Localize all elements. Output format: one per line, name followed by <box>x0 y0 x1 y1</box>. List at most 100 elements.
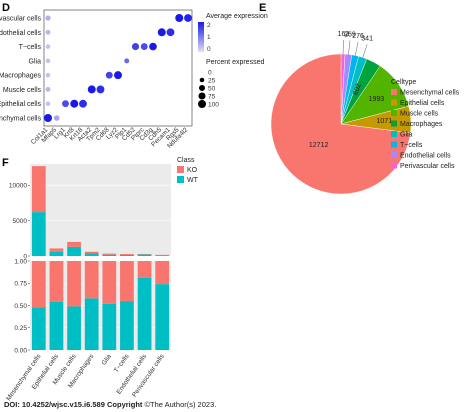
pie-legend-label: Glia <box>400 132 413 139</box>
pie-legend-label: Muscle cells <box>400 111 439 118</box>
dotplot-point <box>53 115 60 121</box>
dotplot-frame <box>43 9 193 127</box>
dotplot-point <box>45 29 51 35</box>
prop-panel-tick-label: 0.75 <box>14 281 27 288</box>
counts-panel-bar-ko <box>102 253 117 255</box>
prop-panel-bar-ko <box>31 261 46 308</box>
dotplot-row-label: Endothelial cells <box>0 30 41 37</box>
pie-value-label: 162 <box>338 31 350 38</box>
doi-text: DOI: 10.4252/wjsc.v15.i6.589 <box>4 400 105 409</box>
pie-legend-title: Celltype <box>391 79 416 86</box>
dotplot-point <box>45 44 51 49</box>
dotplot-point <box>105 71 113 79</box>
pie-legend-label: Macrophages <box>400 121 443 128</box>
pie-legend-swatch <box>391 99 397 106</box>
dotplot-row-label: Epithelial cells <box>0 101 41 108</box>
prop-panel-bar-ko <box>120 261 134 302</box>
pie-legend-label: Mesenchymal cells <box>400 90 460 97</box>
prop-panel-bar-wt <box>137 277 152 350</box>
dotplot-expr-tick: 2 <box>207 22 211 29</box>
counts-panel-tick-label: 5000 <box>13 218 28 225</box>
figure-footer: DOI: 10.4252/wjsc.v15.i6.589 Copyright ©… <box>4 400 216 409</box>
pie-legend-swatch <box>391 110 397 116</box>
dotplot-point <box>175 14 184 22</box>
counts-panel-background <box>30 164 171 256</box>
dotplot-point <box>45 86 51 92</box>
dotplot-point <box>45 15 51 21</box>
copyright-owner: ©The Author(s) 2023. <box>144 400 217 409</box>
dotplot-point <box>70 99 79 108</box>
counts-panel-bar-ko <box>67 241 81 247</box>
pie-legend-label: Endothelial cells <box>400 153 451 160</box>
bar-legend-title: Class <box>177 157 195 164</box>
prop-panel-bar-ko <box>155 261 170 285</box>
pie-legend-swatch <box>391 162 397 169</box>
prop-panel-tick-label: 1.00 <box>14 258 27 265</box>
dotplot-pct-legend-label: 100 <box>208 101 219 108</box>
dotplot-pct-legend-label: 25 <box>208 77 216 84</box>
dotplot-pct-legend-dot <box>198 84 206 92</box>
dotplot-pct-legend-title: Percent expressed <box>206 59 264 66</box>
dotplot-pct-legend-dot <box>201 71 203 73</box>
dotplot-pct-legend-label: 75 <box>208 93 216 100</box>
pie-legend-swatch <box>391 141 397 148</box>
dotplot-row-label: Mesenchymal cells <box>0 116 41 123</box>
pie-value-label: 12712 <box>309 142 329 149</box>
bar-category-label: Glia <box>101 353 114 367</box>
counts-panel-bar-wt <box>49 251 64 256</box>
prop-panel-tick-label: 0.50 <box>14 303 27 310</box>
dotplot-expr-tick: 1 <box>207 34 211 41</box>
pie-value-label: 269 <box>344 32 356 39</box>
prop-panel-bar-wt <box>84 298 99 350</box>
counts-panel-bar-ko <box>120 254 134 255</box>
panel-letter-d: D <box>2 2 10 14</box>
bar-legend-label: WT <box>187 177 199 184</box>
pie-value-label: 602 <box>352 83 363 96</box>
pie-legend-label: T−cells <box>400 142 423 149</box>
bar-category-label: T−cells <box>113 353 131 375</box>
counts-panel-tick-label: 0 <box>23 253 27 260</box>
pie-value-label: 1071 <box>377 118 393 125</box>
dotplot-point <box>184 14 192 22</box>
bar-legend-swatch-wt <box>177 176 184 183</box>
prop-panel-bar-wt <box>31 307 46 350</box>
prop-panel-bar-wt <box>155 284 170 350</box>
bar-panel-f: 05000100000.000.250.500.751.00Mesenchyma… <box>5 157 198 402</box>
dotplot-pct-legend-dot <box>198 100 206 108</box>
counts-panel-bar-wt <box>155 255 170 256</box>
prop-panel-bar-ko <box>84 261 99 299</box>
pie-value-label: 1993 <box>369 96 385 103</box>
dotplot-row-label: Perivascular cells <box>0 16 41 23</box>
pie-value-label: 276 <box>352 33 364 40</box>
prop-panel-bar-ko <box>49 261 64 302</box>
dotplot-point <box>114 71 122 80</box>
panel-letter-f: F <box>2 157 9 169</box>
pie-legend-swatch <box>391 89 397 95</box>
dotplot-point <box>87 85 96 94</box>
counts-panel-bar-wt <box>67 246 81 256</box>
prop-panel-tick-label: 0.25 <box>14 325 27 332</box>
prop-panel-bar-wt <box>67 306 81 350</box>
dotplot-pct-legend-dot <box>198 92 206 100</box>
pie-value-label: 341 <box>361 35 373 42</box>
dotplot-expr-tick: 0 <box>207 46 211 53</box>
bar-legend-label: KO <box>187 167 198 174</box>
dotplot-point <box>62 100 69 108</box>
dotplot-expr-legend-title: Average expression <box>206 13 268 20</box>
copyright-label: Copyright <box>107 400 143 409</box>
bar-legend-swatch-ko <box>177 166 184 173</box>
dotplot-point <box>166 28 175 37</box>
prop-panel-bar-ko <box>102 261 117 304</box>
pie-leader-line <box>355 41 359 56</box>
counts-panel-bar-wt <box>102 254 117 256</box>
pie-legend-swatch <box>391 131 397 137</box>
prop-panel-bar-wt <box>102 303 117 350</box>
pie-legend-swatch <box>391 152 397 158</box>
counts-panel-bar-wt <box>31 212 46 256</box>
counts-panel-bar-wt <box>120 254 134 256</box>
dotplot-point <box>45 101 51 107</box>
pie-legend-label: Epithelial cells <box>400 100 445 107</box>
dotplot-panel-d: Perivascular cells Endothelial cells T−cel… <box>0 9 268 150</box>
bar-category-label: Perivascular cells <box>131 353 166 399</box>
